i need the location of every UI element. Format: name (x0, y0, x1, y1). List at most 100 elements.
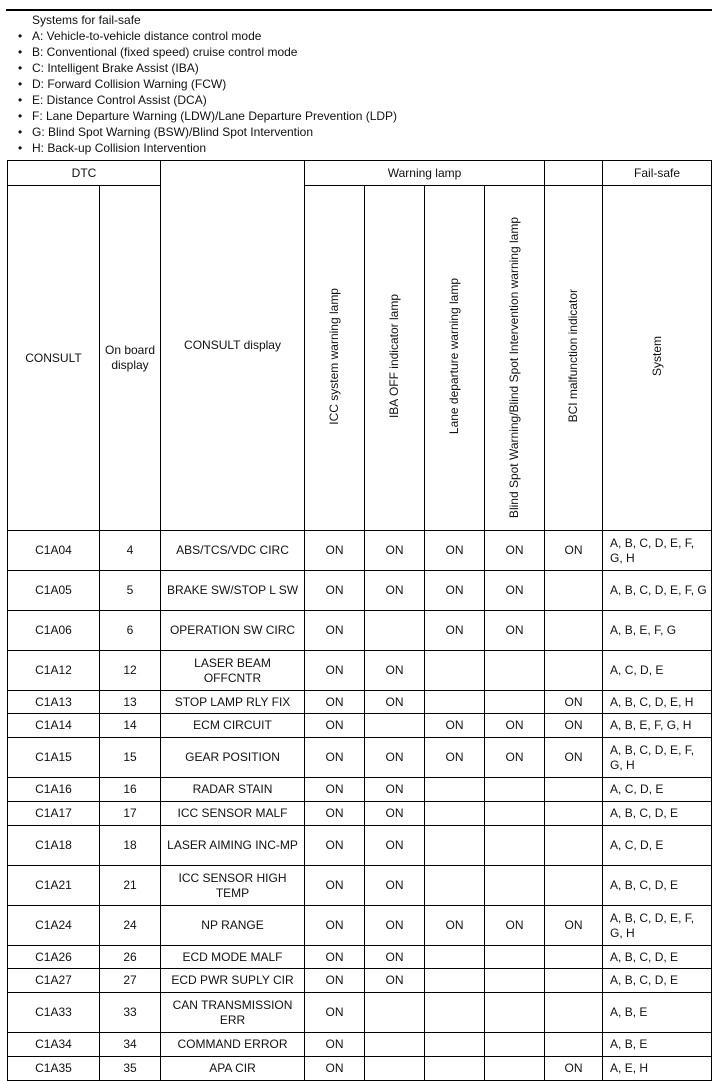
table-row: C1A27 27 ECD PWR SUPLY CIR ON ON A, B, C, D, … (7, 968, 713, 993)
cell-onboard: 6 (98, 610, 162, 651)
cell-onboard: 27 (98, 968, 162, 993)
cell-display: LASER AIMING INC-MP (160, 825, 306, 866)
cell-lane: ON (424, 530, 486, 571)
cell-onboard: 26 (98, 945, 162, 969)
header-dtc: DTC (6, 160, 162, 186)
fail-safe-systems-list: Systems for fail-safe A: Vehicle-to-vehi… (18, 12, 397, 156)
cell-bsw (484, 1056, 546, 1081)
cell-icc: ON (304, 1032, 366, 1057)
cell-icc: ON (304, 945, 366, 969)
cell-system: A, B, C, D, E (602, 968, 713, 993)
list-item: H: Back-up Collision Intervention (18, 140, 397, 156)
cell-consult: C1A15 (7, 737, 100, 778)
cell-consult: C1A05 (7, 570, 100, 611)
cell-iba (364, 713, 426, 738)
cell-bsw (484, 968, 546, 993)
table-row: C1A04 4 ABS/TCS/VDC CIRC ON ON ON ON ON A, B, C,… (7, 530, 713, 571)
cell-bci: ON (544, 690, 604, 714)
cell-bsw: ON (484, 530, 546, 571)
table-row: C1A21 21 ICC SENSOR HIGH TEMP ON ON A, B, C, … (7, 865, 713, 906)
cell-system: A, E, H (602, 1056, 713, 1081)
cell-display: LASER BEAM OFFCNTR (160, 650, 306, 691)
cell-display: NP RANGE (160, 905, 306, 946)
cell-lane (424, 968, 486, 993)
cell-icc: ON (304, 570, 366, 611)
cell-bci (544, 610, 604, 651)
cell-iba: ON (364, 905, 426, 946)
header-system: System (602, 185, 713, 531)
cell-onboard: 35 (98, 1056, 162, 1081)
dtc-table: DTC CONSULT display Warning lamp Fail-sa… (6, 160, 713, 1081)
cell-onboard: 24 (98, 905, 162, 946)
cell-icc: ON (304, 777, 366, 802)
table-row: C1A34 34 COMMAND ERROR ON A, B, E (7, 1032, 713, 1057)
cell-system: A, C, D, E (602, 825, 713, 866)
cell-bci (544, 650, 604, 691)
cell-system: A, B, C, D, E, F, G, H (602, 905, 713, 946)
cell-system: A, B, E (602, 992, 713, 1033)
cell-lane (424, 945, 486, 969)
header-warning-lamp: Warning lamp (304, 160, 546, 186)
cell-consult: C1A18 (7, 825, 100, 866)
table-row: C1A05 5 BRAKE SW/STOP L SW ON ON ON ON A, B, C,… (7, 570, 713, 611)
table-row: C1A13 13 STOP LAMP RLY FIX ON ON ON A, B, C, D… (7, 690, 713, 714)
cell-display: ICC SENSOR HIGH TEMP (160, 865, 306, 906)
cell-system: A, B, E, F, G (602, 610, 713, 651)
cell-onboard: 16 (98, 777, 162, 802)
cell-display: APA CIR (160, 1056, 306, 1081)
cell-onboard: 12 (98, 650, 162, 691)
cell-consult: C1A06 (7, 610, 100, 651)
cell-display: ECD MODE MALF (160, 945, 306, 969)
cell-icc: ON (304, 690, 366, 714)
cell-bci: ON (544, 530, 604, 571)
cell-consult: C1A14 (7, 713, 100, 738)
list-item: D: Forward Collision Warning (FCW) (18, 76, 397, 92)
table-row: C1A33 33 CAN TRANSMISSION ERR ON A, B, E (7, 992, 713, 1033)
cell-onboard: 13 (98, 690, 162, 714)
cell-iba: ON (364, 825, 426, 866)
cell-onboard: 33 (98, 992, 162, 1033)
cell-iba: ON (364, 570, 426, 611)
cell-system: A, B, C, D, E, H (602, 690, 713, 714)
cell-bci (544, 968, 604, 993)
cell-onboard: 15 (98, 737, 162, 778)
list-title: Systems for fail-safe (32, 13, 141, 27)
cell-onboard: 5 (98, 570, 162, 611)
cell-system: A, B, C, D, E (602, 865, 713, 906)
cell-display: CAN TRANSMISSION ERR (160, 992, 306, 1033)
cell-system: A, C, D, E (602, 650, 713, 691)
cell-onboard: 34 (98, 1032, 162, 1057)
cell-icc: ON (304, 905, 366, 946)
cell-consult: C1A24 (7, 905, 100, 946)
header-iba-lamp: IBA OFF indicator lamp (364, 185, 426, 531)
cell-display: ICC SENSOR MALF (160, 801, 306, 826)
cell-iba (364, 992, 426, 1033)
cell-icc: ON (304, 650, 366, 691)
header-lane-lamp: Lane departure warning lamp (424, 185, 486, 531)
header-on-board-display: On board display (98, 185, 162, 531)
top-rule (6, 9, 712, 11)
cell-consult: C1A04 (7, 530, 100, 571)
cell-lane (424, 690, 486, 714)
cell-consult: C1A16 (7, 777, 100, 802)
cell-display: RADAR STAIN (160, 777, 306, 802)
cell-bsw: ON (484, 905, 546, 946)
cell-icc: ON (304, 992, 366, 1033)
cell-icc: ON (304, 801, 366, 826)
cell-display: ECM CIRCUIT (160, 713, 306, 738)
cell-iba: ON (364, 865, 426, 906)
cell-iba (364, 1032, 426, 1057)
cell-display: BRAKE SW/STOP L SW (160, 570, 306, 611)
cell-iba: ON (364, 777, 426, 802)
cell-bsw (484, 1032, 546, 1057)
cell-lane (424, 865, 486, 906)
table-row: C1A35 35 APA CIR ON ON A, E, H (7, 1056, 713, 1081)
cell-bci (544, 1032, 604, 1057)
cell-onboard: 21 (98, 865, 162, 906)
cell-lane (424, 777, 486, 802)
cell-bci (544, 825, 604, 866)
cell-lane: ON (424, 905, 486, 946)
cell-system: A, B, E, F, G, H (602, 713, 713, 738)
cell-system: A, B, C, D, E, F, G, H (602, 737, 713, 778)
list-item: G: Blind Spot Warning (BSW)/Blind Spot I… (18, 124, 397, 140)
